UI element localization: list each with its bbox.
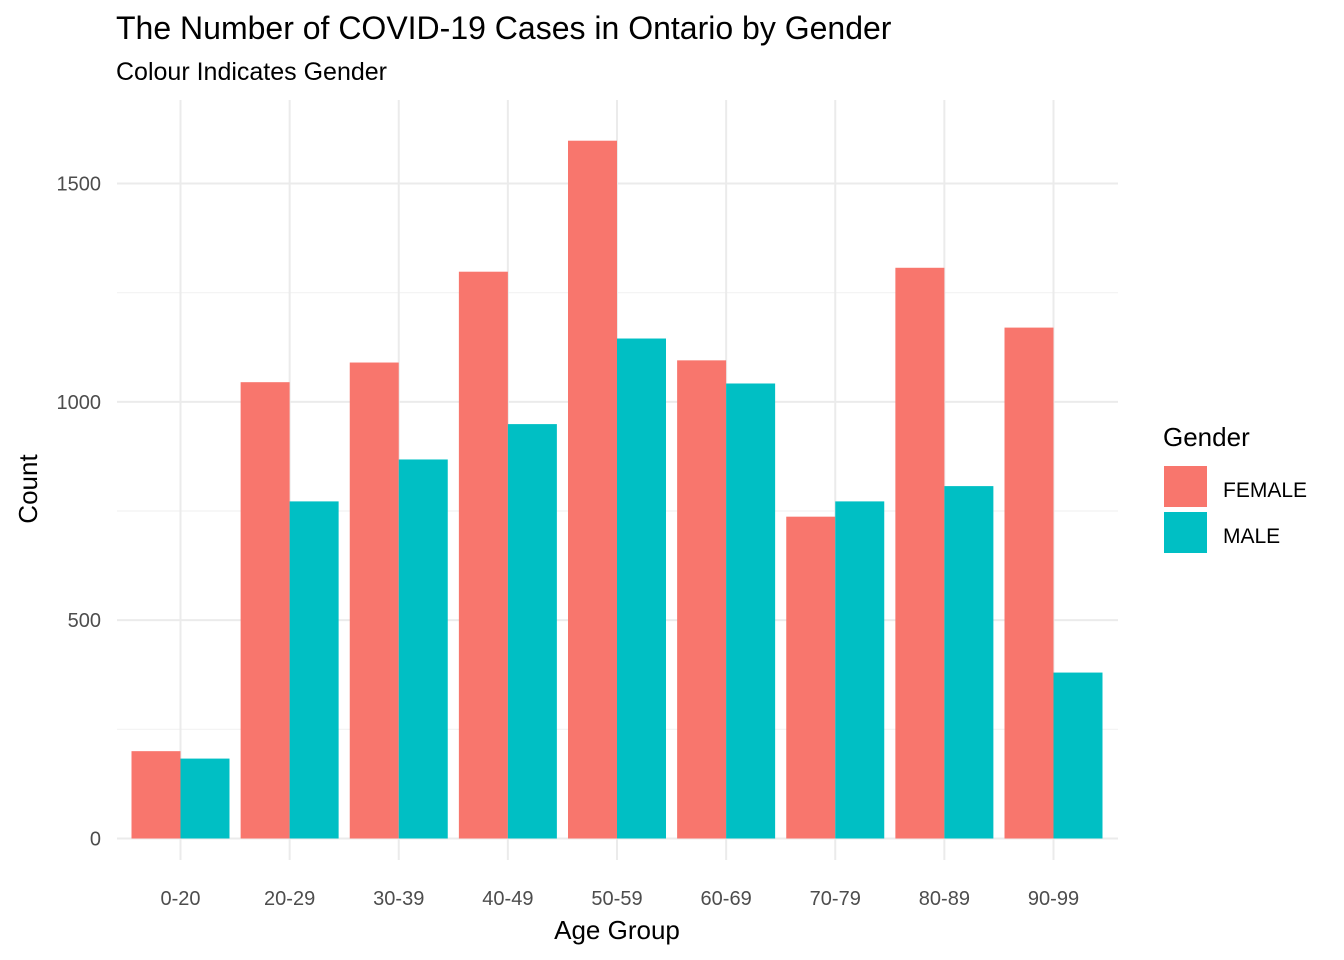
bar-male-60-69 (726, 383, 776, 839)
bar-female-90-99 (1004, 327, 1054, 839)
x-tick-label: 50-59 (591, 888, 642, 910)
legend-swatch-female (1164, 466, 1207, 507)
y-axis-title: Count (13, 454, 43, 524)
bar-male-30-39 (398, 459, 448, 839)
x-tick-label: 80-89 (919, 888, 970, 910)
bar-male-90-99 (1053, 672, 1103, 839)
x-tick-label: 90-99 (1028, 888, 1079, 910)
bar-male-0-20 (180, 758, 230, 839)
legend-swatch-male (1164, 512, 1207, 553)
y-tick-label: 1000 (57, 392, 102, 414)
x-tick-label: 0-20 (160, 888, 200, 910)
bars (131, 140, 1103, 839)
x-tick-label: 30-39 (373, 888, 424, 910)
bar-female-20-29 (240, 382, 290, 839)
bar-male-50-59 (617, 338, 666, 839)
x-tick-label: 40-49 (482, 888, 533, 910)
tick-labels: 0-20 20-29 30-39 40-49 50-59 60-69 70-79 80-89 9… (57, 174, 1080, 911)
bar-male-40-49 (507, 424, 557, 839)
bar-female-40-49 (458, 271, 508, 839)
legend-title: Gender (1163, 422, 1250, 452)
bar-male-70-79 (835, 501, 885, 839)
bar-female-80-89 (895, 267, 945, 839)
x-axis-title: Age Group (554, 915, 680, 945)
bar-female-30-39 (349, 362, 399, 839)
bar-female-0-20 (131, 751, 181, 839)
bar-male-80-89 (944, 486, 994, 839)
chart-subtitle: Colour Indicates Gender (116, 58, 387, 86)
y-tick-label: 500 (68, 610, 101, 632)
y-tick-label: 0 (90, 829, 101, 851)
y-tick-label: 1500 (57, 174, 102, 196)
x-tick-label: 60-69 (701, 888, 752, 910)
legend-label-female: FEMALE (1223, 479, 1307, 502)
bar-female-60-69 (677, 360, 727, 839)
x-tick-label: 20-29 (264, 888, 315, 910)
legend-label-male: MALE (1223, 525, 1280, 548)
legend: Gender FEMALE MALE (1163, 422, 1307, 553)
bar-female-50-59 (568, 140, 617, 839)
x-tick-label: 70-79 (810, 888, 861, 910)
bar-male-20-29 (289, 501, 339, 839)
chart-title: The Number of COVID-19 Cases in Ontario … (116, 10, 892, 46)
bar-female-70-79 (786, 516, 836, 839)
